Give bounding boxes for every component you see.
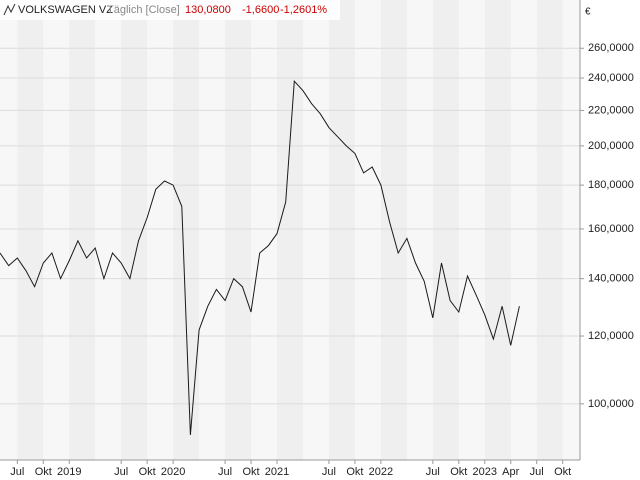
price-line bbox=[0, 80, 520, 435]
y-tick-label: 200,0000 bbox=[588, 140, 634, 152]
band bbox=[432, 0, 459, 460]
x-tick-label: Okt bbox=[346, 466, 363, 478]
x-tick-label: Jul bbox=[530, 466, 544, 478]
band bbox=[225, 0, 252, 460]
y-tick-label: 180,0000 bbox=[588, 179, 634, 191]
legend-change-pct: -1,2601% bbox=[280, 4, 327, 16]
x-tick-label: Jul bbox=[426, 466, 440, 478]
band bbox=[69, 0, 96, 460]
y-tick-label: 100,0000 bbox=[588, 398, 634, 410]
currency: € bbox=[585, 7, 591, 18]
x-tick-label: Okt bbox=[450, 466, 467, 478]
band bbox=[121, 0, 148, 460]
y-tick-label: 120,0000 bbox=[588, 330, 634, 342]
x-tick-label: Jul bbox=[114, 466, 128, 478]
band bbox=[484, 0, 511, 460]
x-tick-label: Jul bbox=[10, 466, 24, 478]
x-tick-label: 2021 bbox=[265, 466, 289, 478]
x-tick-label: Jul bbox=[218, 466, 232, 478]
x-tick-label: 2020 bbox=[161, 466, 185, 478]
x-tick-label: Jul bbox=[322, 466, 336, 478]
x-tick-label: Apr bbox=[502, 466, 519, 478]
x-tick-label: Okt bbox=[242, 466, 259, 478]
y-tick-label: 220,0000 bbox=[588, 104, 634, 116]
band bbox=[536, 0, 563, 460]
legend-last: 130,0800 bbox=[185, 4, 231, 16]
band bbox=[173, 0, 200, 460]
band bbox=[328, 0, 355, 460]
legend-change: -1,6600 bbox=[242, 4, 279, 16]
x-tick-label: 2023 bbox=[473, 466, 497, 478]
y-tick-label: 160,0000 bbox=[588, 223, 634, 235]
legend-bg bbox=[0, 0, 340, 20]
band bbox=[380, 0, 407, 460]
x-tick-label: 2019 bbox=[57, 466, 81, 478]
x-tick-label: Okt bbox=[35, 466, 52, 478]
legend-name: VOLKSWAGEN VZ bbox=[18, 4, 113, 16]
y-tick-label: 140,0000 bbox=[588, 273, 634, 285]
band bbox=[277, 0, 303, 460]
x-tick-label: Okt bbox=[139, 466, 156, 478]
x-tick-label: 2022 bbox=[369, 466, 393, 478]
legend-icon bbox=[3, 3, 16, 16]
band bbox=[17, 0, 44, 460]
x-tick-label: Okt bbox=[554, 466, 571, 478]
legend-mode: Täglich [Close] bbox=[107, 4, 180, 16]
y-tick-label: 240,0000 bbox=[588, 72, 634, 84]
y-tick-label: 260,0000 bbox=[588, 42, 634, 54]
